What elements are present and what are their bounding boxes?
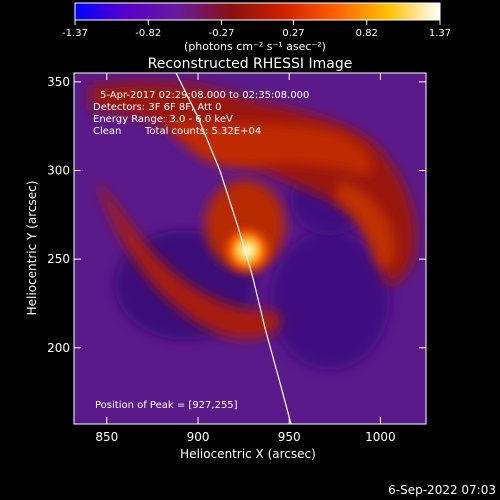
colorbar-tick-label: 0.27 [282,28,304,39]
colorbar: -1.37 -0.82 -0.27 0.27 0.82 1.37 (photons cm⁻… [62,2,451,53]
x-tick-label: 900 [187,430,210,444]
annotation-detectors: Detectors: 3F 6F 8F, Att 0 [93,102,221,113]
colorbar-tick-label: -0.82 [135,28,161,39]
plot-frame [73,72,427,425]
x-axis-label: Heliocentric X (arcsec) [180,447,316,461]
x-tick-label: 850 [95,430,118,444]
colorbar-tick-label: -0.27 [209,28,235,39]
colorbar-tick-label: -1.37 [62,28,88,39]
x-tick-label: 1000 [365,430,396,444]
colorbar-strip [74,2,441,21]
annotation-total-counts: Total counts: 5.32E+04 [144,126,261,137]
colorbar-ticks: -1.37 -0.82 -0.27 0.27 0.82 1.37 [62,20,451,39]
heatmap-emission-arm [335,180,395,269]
heatmap-emission-arm [160,120,373,175]
y-tick-label: 350 [47,75,70,89]
solar-limb-curve [175,73,292,424]
colorbar-tick-label: 0.82 [356,28,378,39]
plot-area [74,73,426,424]
y-tick-label: 300 [47,164,70,178]
timestamp: 6-Sep-2022 07:03 [388,483,496,497]
y-tick-label: 200 [47,341,70,355]
annotation-clean: Clean [93,126,121,137]
annotation-peak-position: Position of Peak = [927,255] [95,400,238,411]
axis-ticks: 850 900 950 1000 200 250 300 350 [47,73,426,444]
heatmap-peak-source [219,222,276,279]
annotation-time-range: 5-Apr-2017 02:29:08.000 to 02:35:08.000 [100,90,309,101]
colorbar-units-label: (photons cm⁻² s⁻¹ asec⁻²) [184,40,326,53]
y-axis-label: Heliocentric Y (arcsec) [25,181,39,316]
heatmap-emission-arm [95,180,281,339]
y-tick-label: 250 [47,252,70,266]
annotation-energy: Energy Range: 3.0 - 6.0 keV [93,114,233,125]
heatmap-low-lobe [270,230,390,370]
x-tick-label: 950 [278,430,301,444]
heatmap-image [90,82,416,370]
colorbar-tick-label: 1.37 [429,28,451,39]
annotations: 5-Apr-2017 02:29:08.000 to 02:35:08.000 … [93,90,309,411]
chart-title: Reconstructed RHESSI Image [148,56,353,72]
